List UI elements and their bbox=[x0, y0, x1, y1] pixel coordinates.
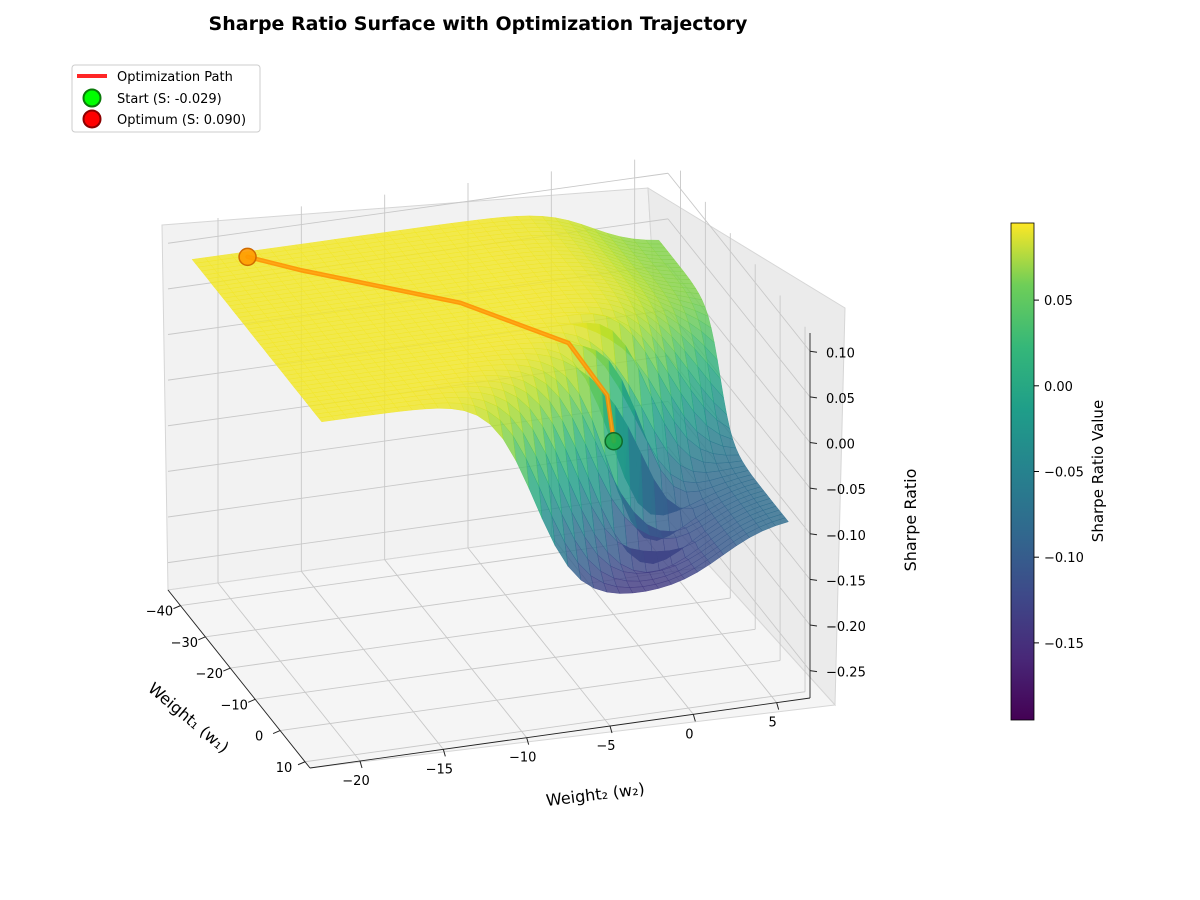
y-tick-mark bbox=[526, 737, 530, 745]
z-axis: 0.10 0.05 0.00 −0.05 −0.10 −0.15 −0.20 −0.25 Sh… bbox=[809, 346, 920, 681]
z-tick-label: 0.10 bbox=[826, 346, 855, 361]
colorbar-gradient bbox=[1010, 222, 1035, 721]
y-tick-mark bbox=[776, 702, 780, 710]
z-tick-mark bbox=[809, 396, 818, 399]
legend-optimum-swatch bbox=[82, 109, 102, 129]
legend-start-swatch bbox=[82, 88, 102, 108]
z-axis-label: Sharpe Ratio bbox=[901, 469, 920, 572]
z-tick-label: −0.20 bbox=[826, 620, 866, 635]
y-tick-label: −20 bbox=[342, 774, 369, 789]
x-tick-label: −40 bbox=[146, 605, 173, 620]
x-tick-mark bbox=[247, 698, 256, 703]
y-tick-mark bbox=[359, 760, 363, 769]
z-tick-label: −0.05 bbox=[826, 483, 866, 498]
colorbar: 0.05 0.00 −0.05 −0.10 −0.15 Sharpe Ratio Val… bbox=[1010, 222, 1107, 721]
y-axis-label: Weight₂ (w₂) bbox=[545, 779, 646, 810]
z-tick-mark bbox=[809, 487, 818, 490]
y-tick-label: −5 bbox=[596, 739, 615, 754]
z-tick-mark bbox=[809, 670, 818, 673]
z-tick-mark bbox=[809, 578, 818, 581]
x-tick-label: 10 bbox=[276, 761, 293, 776]
x-tick-mark bbox=[272, 730, 281, 734]
colorbar-tick-label: −0.05 bbox=[1044, 466, 1084, 481]
y-tick-label: −10 bbox=[509, 751, 536, 766]
z-tick-mark bbox=[809, 442, 818, 444]
legend: Optimization Path Start (S: -0.029) Opti… bbox=[71, 64, 261, 133]
start-marker bbox=[604, 431, 623, 451]
colorbar-tick-label: 0.05 bbox=[1044, 294, 1073, 309]
legend-start-label: Start (S: -0.029) bbox=[117, 92, 222, 107]
x-tick-label: −10 bbox=[220, 698, 247, 713]
colorbar-tick-label: −0.10 bbox=[1044, 551, 1084, 566]
y-tick-label: 0 bbox=[685, 727, 693, 742]
y-tick-label: −15 bbox=[426, 762, 453, 777]
x-tick-label: −20 bbox=[196, 667, 223, 682]
surface-facet bbox=[318, 415, 335, 423]
z-tick-label: 0.00 bbox=[826, 438, 855, 453]
x-axis-label: Weight₁ (w₁) bbox=[144, 679, 232, 757]
legend-path-label: Optimization Path bbox=[117, 70, 233, 85]
z-tick-mark bbox=[809, 624, 818, 627]
x-tick-mark bbox=[223, 667, 231, 672]
y-tick-label: 5 bbox=[769, 716, 777, 731]
x-tick-mark bbox=[173, 605, 181, 610]
y-tick-mark bbox=[442, 749, 446, 757]
trajectory-line-core bbox=[246, 256, 615, 442]
z-tick-label: 0.05 bbox=[826, 392, 855, 407]
legend-optimum-label: Optimum (S: 0.090) bbox=[117, 113, 246, 128]
colorbar-tick-label: −0.15 bbox=[1044, 637, 1084, 652]
z-tick-label: −0.10 bbox=[826, 529, 866, 544]
y-tick-mark bbox=[609, 725, 613, 734]
x-tick-label: −30 bbox=[171, 636, 198, 651]
chart-title: Sharpe Ratio Surface with Optimization T… bbox=[209, 13, 748, 35]
colorbar-tick-label: 0.00 bbox=[1044, 380, 1073, 395]
colorbar-label: Sharpe Ratio Value bbox=[1089, 400, 1107, 542]
x-tick-label: 0 bbox=[255, 730, 263, 745]
x-tick-mark bbox=[198, 636, 206, 641]
z-tick-mark bbox=[809, 533, 818, 536]
sharpe-surface bbox=[191, 215, 789, 594]
z-tick-label: −0.25 bbox=[826, 666, 866, 681]
y-tick-mark bbox=[692, 714, 696, 722]
x-tick-mark bbox=[297, 761, 306, 766]
tick-marks bbox=[167, 333, 811, 769]
legend-frame bbox=[71, 64, 261, 133]
optimization-path bbox=[238, 247, 623, 451]
optimum-marker bbox=[238, 247, 257, 267]
z-tick-mark bbox=[809, 350, 818, 353]
z-tick-label: −0.15 bbox=[826, 574, 866, 589]
